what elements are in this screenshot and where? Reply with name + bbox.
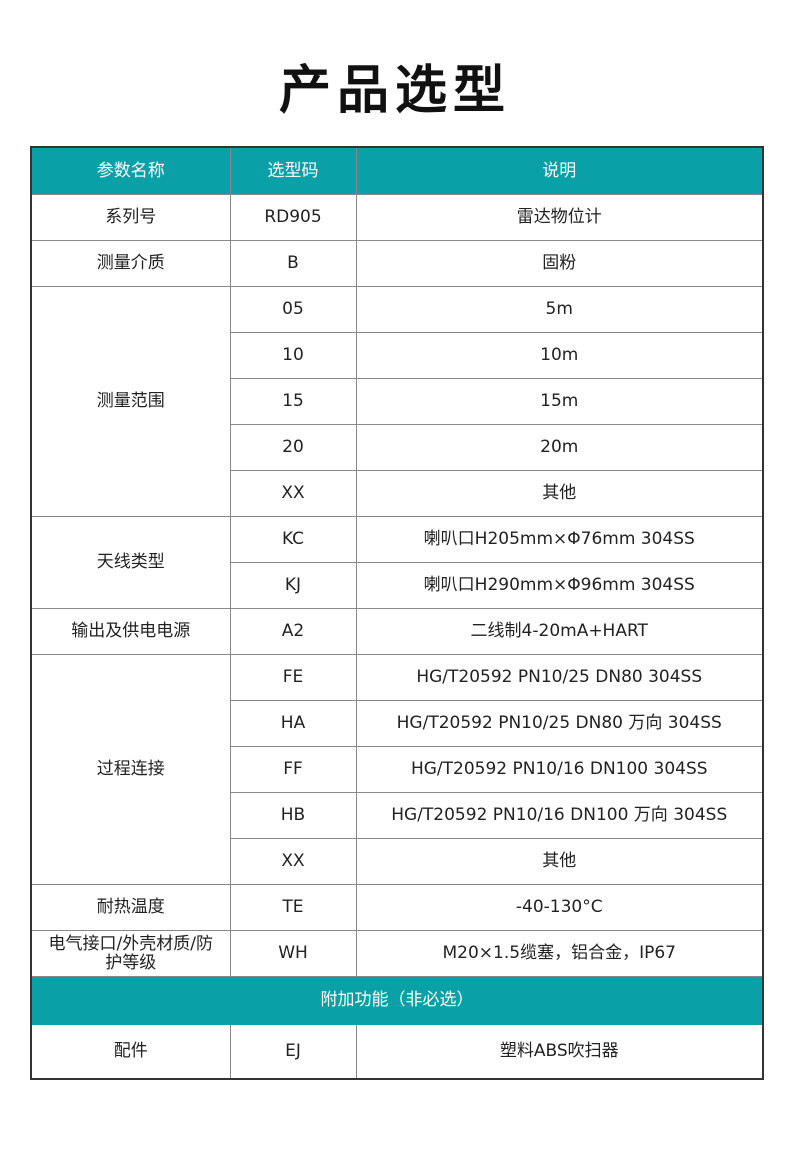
selection-table: 参数名称 选型码 说明 系列号 RD905 雷达物位计 测量介质 B 固粉 测量范围 05 5m… (30, 146, 764, 1080)
table-row: 10 10m (31, 332, 764, 379)
header-code: 选型码 (229, 146, 357, 195)
table-row: 15 15m (31, 378, 764, 425)
param-name: 测量介质 (30, 240, 231, 287)
table-header: 参数名称 选型码 说明 (30, 146, 764, 195)
code-cell: 15 (229, 378, 357, 425)
desc-cell: HG/T20592 PN10/25 DN80 304SS (355, 654, 764, 701)
table-row: 耐热温度 TE -40-130°C (30, 884, 764, 931)
table-row: HA HG/T20592 PN10/25 DN80 万向 304SS (31, 700, 764, 747)
code-cell: 20 (229, 424, 357, 471)
desc-cell: HG/T20592 PN10/16 DN100 万向 304SS (355, 792, 764, 839)
desc-cell: 二线制4-20mA+HART (355, 608, 764, 655)
param-name: 测量范围 (30, 286, 231, 517)
table-row: 过程连接 FE HG/T20592 PN10/25 DN80 304SS (30, 654, 764, 885)
desc-cell: 其他 (355, 470, 764, 517)
code-cell: EJ (229, 1024, 357, 1080)
code-cell: RD905 (229, 194, 357, 241)
param-name: 天线类型 (30, 516, 231, 609)
table-row: HB HG/T20592 PN10/16 DN100 万向 304SS (31, 792, 764, 839)
code-cell: XX (229, 470, 357, 517)
code-cell: FE (229, 654, 357, 701)
desc-cell: 塑料ABS吹扫器 (355, 1024, 764, 1080)
desc-cell: 雷达物位计 (355, 194, 764, 241)
code-cell: HB (229, 792, 357, 839)
code-cell: XX (229, 838, 357, 885)
code-cell: HA (229, 700, 357, 747)
desc-cell: HG/T20592 PN10/16 DN100 304SS (355, 746, 764, 793)
code-cell: B (229, 240, 357, 287)
param-name: 输出及供电电源 (30, 608, 231, 655)
table-row: FF HG/T20592 PN10/16 DN100 304SS (31, 746, 764, 793)
code-cell: TE (229, 884, 357, 931)
desc-cell: M20×1.5缆塞，铝合金，IP67 (355, 930, 764, 977)
desc-cell: 10m (355, 332, 764, 379)
table-row: KJ 喇叭口H290mm×Φ96mm 304SS (31, 562, 764, 609)
table-row: 测量介质 B 固粉 (30, 240, 764, 287)
code-cell: FF (229, 746, 357, 793)
desc-cell: HG/T20592 PN10/25 DN80 万向 304SS (355, 700, 764, 747)
header-param: 参数名称 (30, 146, 231, 195)
code-cell: A2 (229, 608, 357, 655)
param-name: 系列号 (30, 194, 231, 241)
section-title: 附加功能（非必选） (30, 976, 764, 1025)
table-row: 20 20m (31, 424, 764, 471)
section-row: 附加功能（非必选） (30, 976, 764, 1025)
code-cell: WH (229, 930, 357, 977)
code-cell: 10 (229, 332, 357, 379)
table-row: 配件 EJ 塑料ABS吹扫器 (30, 1024, 764, 1080)
table-row: 测量范围 05 5m (30, 286, 764, 517)
table-row: 输出及供电电源 A2 二线制4-20mA+HART (30, 608, 764, 655)
param-name: 过程连接 (30, 654, 231, 885)
param-name: 耐热温度 (30, 884, 231, 931)
desc-cell: -40-130°C (355, 884, 764, 931)
desc-cell: 固粉 (355, 240, 764, 287)
page-title: 产品选型 (278, 61, 511, 121)
header-desc: 说明 (355, 146, 764, 195)
desc-cell: 5m (355, 286, 764, 333)
table-row: 系列号 RD905 雷达物位计 (30, 194, 764, 241)
code-cell: 05 (229, 286, 357, 333)
desc-cell: 喇叭口H205mm×Φ76mm 304SS (355, 516, 764, 563)
table-row: 天线类型 KC 喇叭口H205mm×Φ76mm 304SS (30, 516, 764, 609)
desc-cell: 其他 (355, 838, 764, 885)
code-cell: KC (229, 516, 357, 563)
desc-cell: 20m (355, 424, 764, 471)
desc-cell: 喇叭口H290mm×Φ96mm 304SS (355, 562, 764, 609)
code-cell: KJ (229, 562, 357, 609)
param-name: 电气接口/外壳材质/防护等级 (30, 930, 231, 977)
param-name: 配件 (30, 1024, 231, 1080)
desc-cell: 15m (355, 378, 764, 425)
table-row: XX 其他 (31, 470, 764, 517)
table-row: 电气接口/外壳材质/防护等级 WH M20×1.5缆塞，铝合金，IP67 (30, 930, 764, 977)
